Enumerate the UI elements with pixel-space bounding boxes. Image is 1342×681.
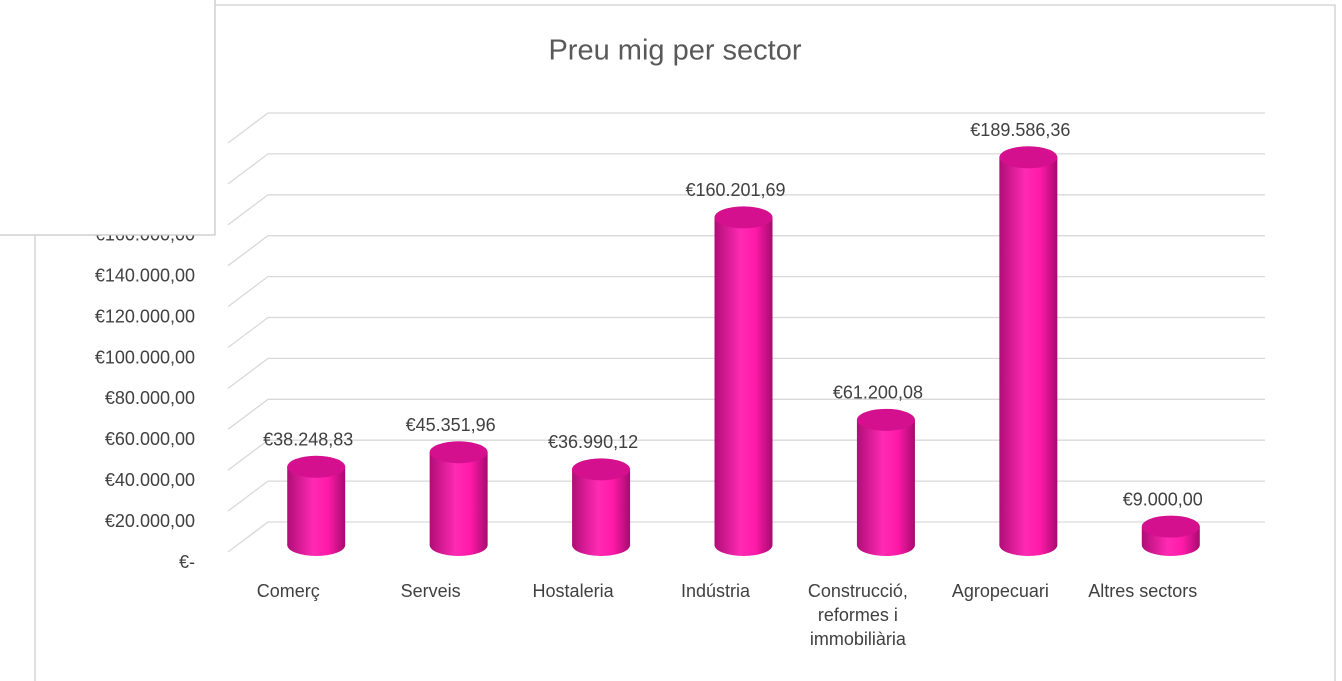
y-tick-label: €40.000,00 [105,470,195,490]
bar [1141,515,1200,556]
grid-line [227,521,1265,553]
overlay-border [0,0,216,236]
y-tick-label: €- [179,552,195,572]
bar [999,146,1058,556]
bar-body [999,157,1058,556]
y-tick-label: €80.000,00 [105,388,195,408]
bar-body [856,419,915,556]
x-tick-label: Agropecuari [952,581,1049,601]
grid-line [227,235,1265,267]
bar-top [714,206,773,229]
bar-top [999,146,1058,169]
label-line: Serveis [401,581,461,601]
data-label: €160.201,69 [685,180,785,200]
y-tick-label: €20.000,00 [105,511,195,531]
bar-top [287,455,346,478]
x-tick-label: Comerç [257,581,320,601]
data-label: €45.351,96 [406,415,496,435]
grid-line [227,316,1265,349]
bar [429,441,488,556]
x-tick-label: Construcció, reformes i immobiliària [808,581,908,649]
grid-line [227,480,1265,512]
overlay-panel [0,0,215,235]
bar [714,206,773,556]
bar-top [572,458,631,481]
grid-line [227,357,1265,389]
data-label: €189.586,36 [970,120,1070,140]
bar-body [572,469,631,556]
data-label: €36.990,12 [548,432,638,452]
chart-border [34,4,1336,681]
grid-line [227,275,1265,308]
label-line: Altres sectors [1088,581,1197,601]
data-label: €38.248,83 [263,430,353,450]
label-line: reformes i [818,605,898,625]
y-tick-label: €100.000,00 [95,347,195,367]
label-line: Construcció, [808,581,908,601]
y-tick-label: €60.000,00 [105,429,195,449]
bar-body [714,217,773,556]
bar-body [287,466,346,556]
y-tick-label: €140.000,00 [95,265,195,285]
x-tick-label: Indústria [681,581,751,601]
bar-top [429,441,488,464]
bar [856,408,915,556]
grid-line [227,194,1265,226]
bar [572,458,631,556]
x-tick-label: Hostaleria [533,581,615,601]
label-line: Agropecuari [952,581,1049,601]
bar-top [1141,515,1200,538]
label-line: immobiliària [810,629,907,649]
label-line: Hostaleria [533,581,615,601]
x-tick-label: Altres sectors [1088,581,1197,601]
data-label: €61.200,08 [833,383,923,403]
grid-line [227,112,1265,144]
bar [287,455,346,556]
grid-line [227,398,1265,430]
bar-body [429,452,488,556]
data-label: €9.000,00 [1123,489,1203,509]
grid-line [227,153,1265,185]
chart-title: Preu mig per sector [548,35,801,67]
label-line: Indústria [681,581,751,601]
bar-top [856,408,915,431]
grid-line [227,439,1265,471]
x-tick-label: Serveis [401,581,461,601]
label-line: Comerç [257,581,320,601]
y-tick-label: €120.000,00 [95,306,195,326]
